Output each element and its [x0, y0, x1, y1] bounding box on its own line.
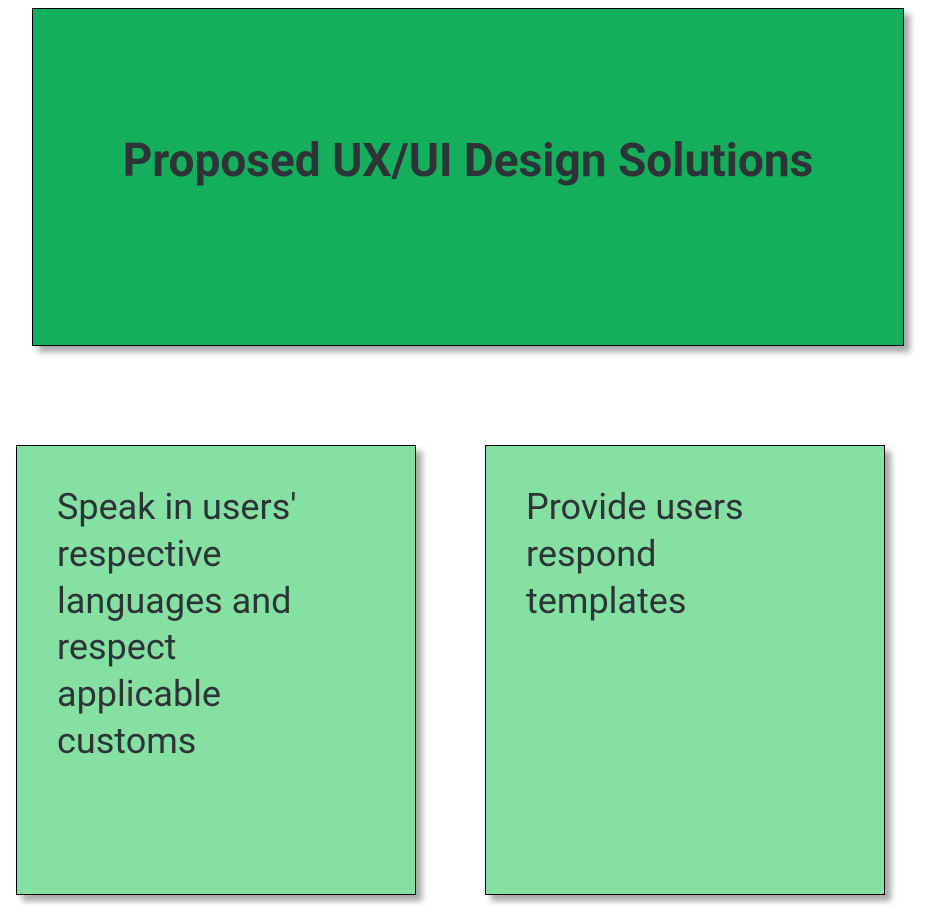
solution-card-1: Speak in users' respective languages and… [16, 445, 416, 895]
header-title: Proposed UX/UI Design Solutions [123, 134, 814, 188]
solution-card-1-text: Speak in users' respective languages and… [57, 484, 317, 765]
solution-card-2: Provide users respond templates [485, 445, 885, 895]
solution-card-2-text: Provide users respond templates [526, 484, 786, 624]
header-box: Proposed UX/UI Design Solutions [32, 8, 904, 346]
